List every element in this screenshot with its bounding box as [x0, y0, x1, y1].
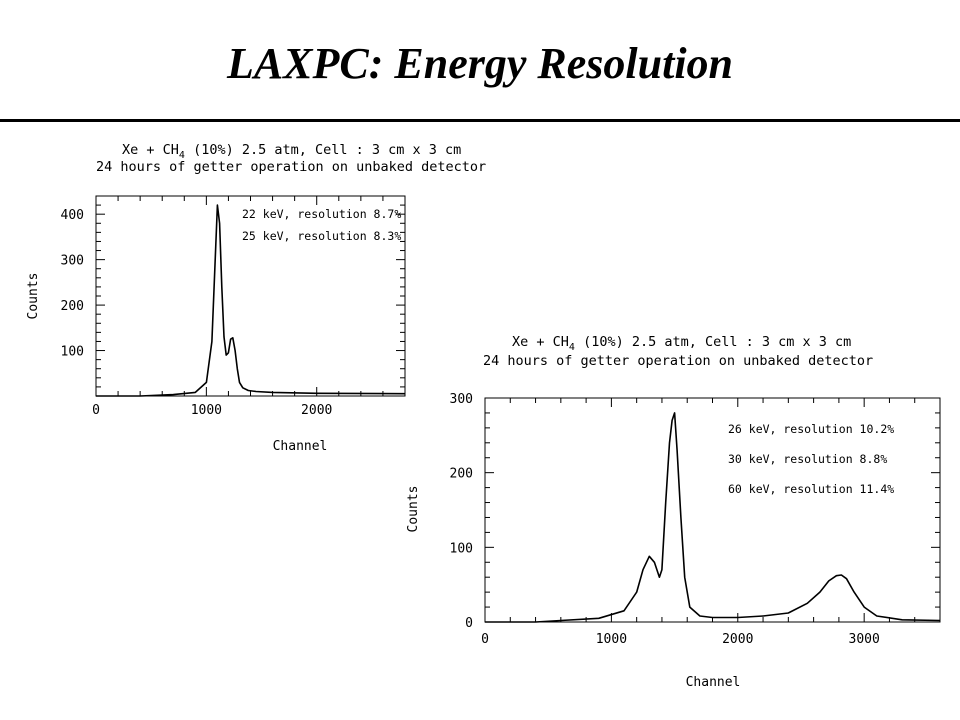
chart-1-caption-line-2: 24 hours of getter operation on unbaked … [96, 159, 486, 175]
chart-1-spectrum-line [96, 204, 406, 397]
chart-1-caption-line-1: Xe + CH4 (10%) 2.5 atm, Cell : 3 cm x 3 … [122, 142, 461, 161]
chart-1-y-tick-label: 300 [61, 254, 84, 269]
chart-1-annotation: 22 keV, resolution 8.7% [242, 207, 401, 221]
chart-2-y-tick-label: 200 [450, 467, 473, 482]
chart-2-annotation: 26 keV, resolution 10.2% [728, 422, 894, 436]
chart-1-y-tick-label: 400 [61, 208, 84, 223]
chart-1-y-tick-label: 100 [61, 345, 84, 360]
chart-1-caption-text-b: (10%) 2.5 atm, Cell : 3 cm x 3 cm [185, 142, 461, 158]
chart-2-caption-line-2: 24 hours of getter operation on unbaked … [483, 353, 873, 369]
spectrum-chart-1: Xe + CH4 (10%) 2.5 atm, Cell : 3 cm x 3 … [26, 142, 486, 454]
chart-2-x-tick-label: 0 [481, 632, 489, 647]
chart-1-x-tick-label: 1000 [191, 403, 222, 418]
chart-1-plot-frame [95, 195, 406, 397]
chart-2-x-axis-label: Channel [686, 675, 741, 690]
chart-2-annotation: 30 keV, resolution 8.8% [728, 452, 887, 466]
chart-1-caption-text-a: Xe + CH [122, 142, 179, 158]
chart-2-caption-text-b: (10%) 2.5 atm, Cell : 3 cm x 3 cm [575, 334, 851, 350]
slide-title: LAXPC: Energy Resolution [226, 39, 734, 88]
chart-1-annotation: 25 keV, resolution 8.3% [242, 229, 401, 243]
chart-2-y-tick-label: 300 [450, 392, 473, 407]
spectrum-chart-2: Xe + CH4 (10%) 2.5 atm, Cell : 3 cm x 3 … [406, 334, 941, 690]
chart-1-x-tick-label: 2000 [301, 403, 332, 418]
chart-2-y-axis-label: Counts [406, 486, 421, 533]
chart-1-x-axis-label: Channel [273, 439, 328, 454]
title-divider [0, 119, 960, 122]
chart-2-caption-line-1: Xe + CH4 (10%) 2.5 atm, Cell : 3 cm x 3 … [512, 334, 851, 353]
chart-2-x-tick-label: 2000 [722, 632, 753, 647]
chart-1-x-tick-label: 0 [92, 403, 100, 418]
chart-2-spectrum-line [485, 412, 941, 623]
chart-2-x-tick-label: 3000 [849, 632, 880, 647]
chart-2-caption-subscript: 4 [569, 342, 575, 353]
chart-2-y-tick-label: 100 [450, 541, 473, 556]
chart-2-y-tick-label: 0 [465, 616, 473, 631]
chart-2-x-tick-label: 1000 [596, 632, 627, 647]
chart-2-annotation: 60 keV, resolution 11.4% [728, 482, 894, 496]
chart-2-caption-text-a: Xe + CH [512, 334, 569, 350]
chart-1-caption-subscript: 4 [179, 150, 185, 161]
chart-1-y-tick-label: 200 [61, 299, 84, 314]
chart-1-y-axis-label: Counts [26, 273, 41, 320]
